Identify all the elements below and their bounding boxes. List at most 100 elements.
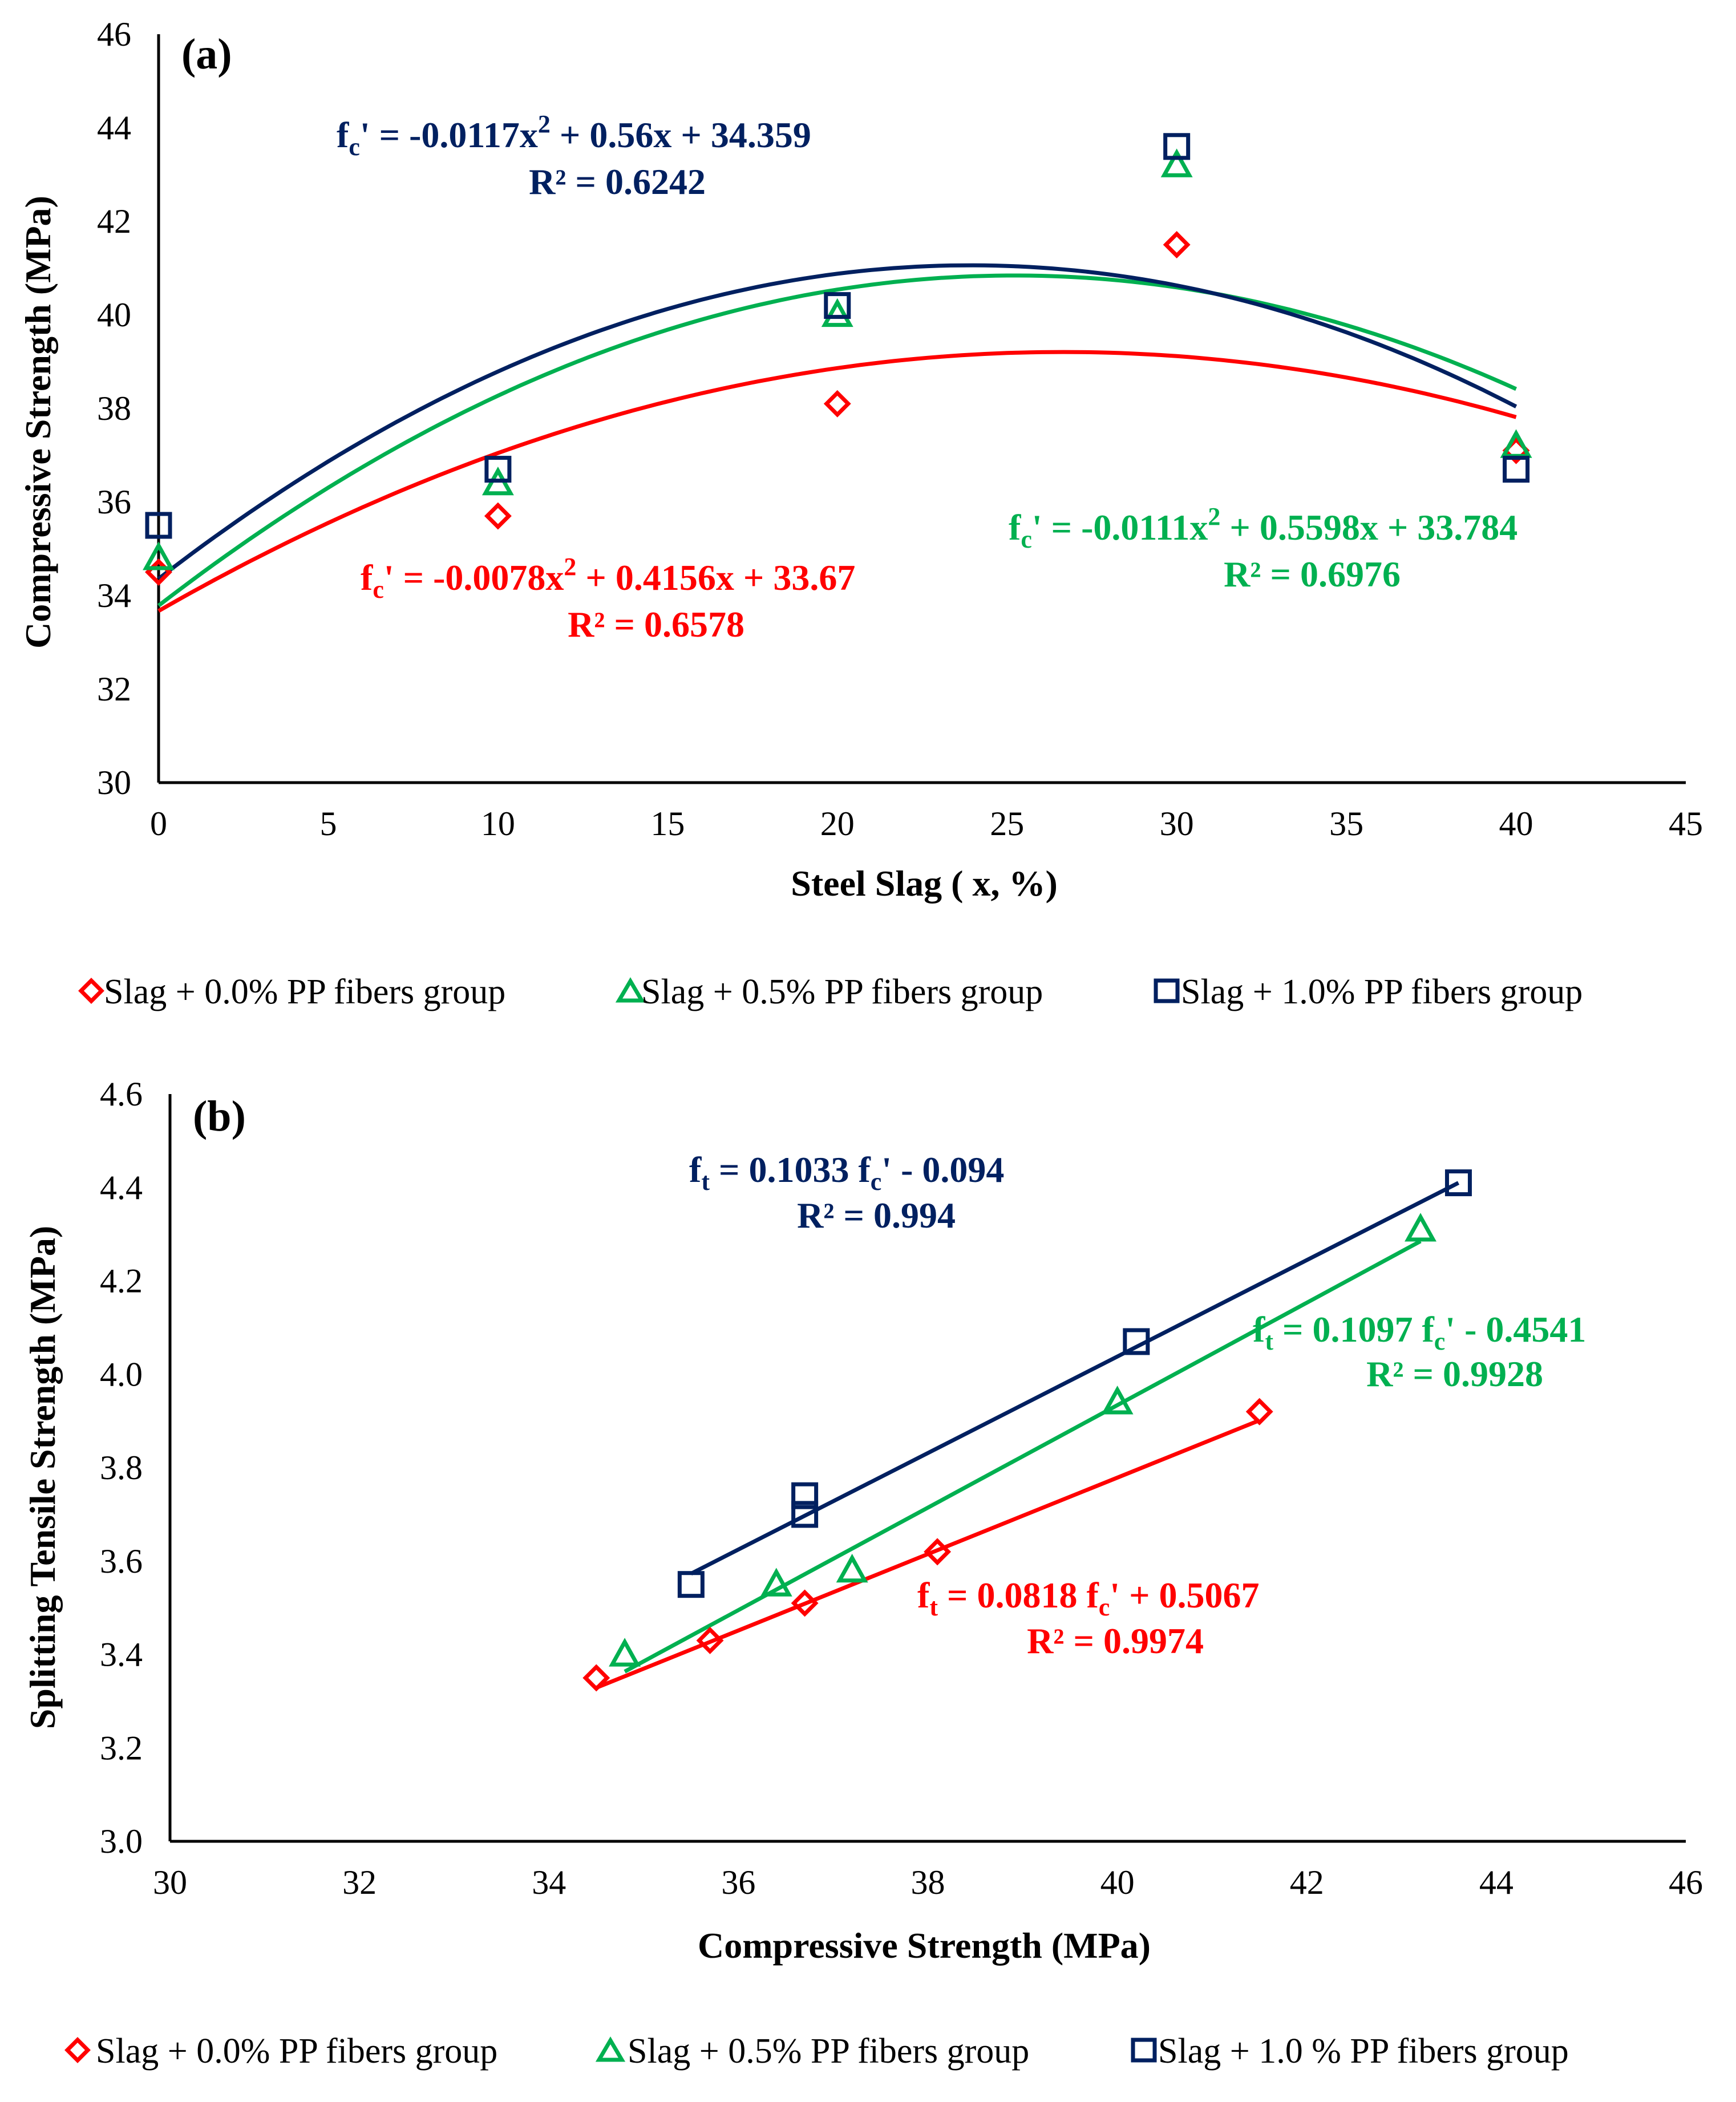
chart-a-trendline-2 [157, 263, 1518, 581]
legend-diamond-icon [64, 2037, 91, 2063]
svg-text:fc' = -0.0117x2 + 0.56x + 34.3: fc' = -0.0117x2 + 0.56x + 34.359 [337, 110, 811, 161]
chart-b-tick-labels: 30 32 34 36 38 40 42 44 46 3.0 3.2 3.4 3.6 3.8 4.0 4.2 4… [100, 1075, 1703, 1901]
chart-b-x-tick-label: 30 [153, 1864, 187, 1901]
chart-b-equation-navy: ft = 0.1033 fc' - 0.094 R² = 0.994 [689, 1149, 1004, 1236]
chart-b-point-s1-2 [836, 1553, 868, 1583]
chart-b-x-tick-label: 42 [1290, 1864, 1324, 1901]
chart-a-point-s0-2 [823, 390, 851, 418]
chart-a-eq-navy-sub: c [349, 133, 360, 161]
chart-a-point-s1-3 [1160, 148, 1193, 177]
chart-a-y-axis-title: Compressive Strength (MPa) [18, 196, 58, 649]
chart-a-point-s1-0 [143, 541, 175, 570]
chart-b-point-s1-0 [609, 1638, 641, 1667]
chart-a-trendlines [157, 263, 1518, 613]
chart-a-y-tick-label: 36 [97, 483, 131, 521]
chart-a-eq-navy-prefix: f [337, 115, 349, 155]
chart-b-point-s0-4 [1245, 1398, 1273, 1425]
chart-b-legend: Slag + 0.0% PP fibers group Slag + 0.5% … [64, 2032, 1569, 2071]
chart-a-point-s0-0 [145, 558, 172, 586]
legend-triangle-icon [595, 2036, 626, 2062]
chart-b-x-tick-label: 44 [1479, 1864, 1514, 1901]
chart-b-eq-green-mid: = 0.1097 f [1273, 1309, 1434, 1350]
chart-b-trendline-1 [624, 1239, 1422, 1674]
chart-b-r2-navy: R² = 0.994 [797, 1195, 956, 1236]
legend-triangle-icon [615, 977, 646, 1003]
chart-a-eq-green-b: + 0.5598x + 33.784 [1220, 507, 1518, 548]
chart-a-y-tick-label: 42 [97, 202, 131, 240]
chart-b-legend-item-0: Slag + 0.0% PP fibers group [64, 2032, 497, 2071]
chart-b-point-s2-2 [791, 1482, 819, 1509]
chart-a-y-tick-label: 46 [97, 15, 131, 53]
chart-a-legend-item-0: Slag + 0.0% PP fibers group [78, 973, 505, 1011]
svg-text:ft = 0.0818 fc' + 0.5067: ft = 0.0818 fc' + 0.5067 [917, 1575, 1260, 1621]
chart-a-legend-label-0: Slag + 0.0% PP fibers group [104, 973, 505, 1011]
chart-a-tick-labels: 0 5 10 15 20 25 30 35 40 45 30 32 34 36 38 40 42 44 46 [97, 15, 1703, 843]
chart-b-x-tick-label: 34 [532, 1864, 566, 1901]
chart-b-equation-green: ft = 0.1097 fc' - 0.4541 R² = 0.9928 [1253, 1309, 1586, 1394]
chart-a-x-tick-label: 40 [1499, 805, 1533, 843]
chart-b-x-tick-label: 40 [1100, 1864, 1135, 1901]
chart-a: (a) 0 5 10 15 20 25 30 35 40 45 30 32 34 36 38 40 42 44 46… [18, 15, 1703, 1011]
chart-a-y-tick-label: 38 [97, 390, 131, 427]
chart-a-legend-label-2: Slag + 1.0% PP fibers group [1181, 973, 1583, 1011]
chart-a-eq-red-sub: c [373, 576, 384, 604]
chart-b-eq-navy-tail: ' - 0.094 [881, 1149, 1004, 1190]
chart-b-legend-label-2: Slag + 1.0 % PP fibers group [1158, 2032, 1569, 2071]
chart-b-point-s0-0 [582, 1664, 610, 1692]
chart-b-point-s0-3 [924, 1538, 952, 1566]
chart-a-point-s2-4 [1503, 456, 1530, 483]
chart-b-eq-red-mid: = 0.0818 f [938, 1575, 1099, 1615]
chart-b-trendline-2 [690, 1181, 1460, 1576]
chart-a-eq-red-prefix: f [361, 557, 373, 598]
chart-a-equation-red: fc' = -0.0078x2 + 0.4156x + 33.67 R² = 0… [361, 553, 855, 645]
svg-text:fc' = -0.0078x2 + 0.4156x + 33: fc' = -0.0078x2 + 0.4156x + 33.67 [361, 553, 855, 604]
chart-b-point-s2-4 [1444, 1169, 1472, 1197]
chart-b-y-tick-label: 3.8 [100, 1449, 143, 1487]
chart-a-eq-navy-b: + 0.56x + 34.359 [551, 115, 811, 155]
chart-b-x-tick-label: 46 [1669, 1864, 1703, 1901]
chart-a-point-s0-3 [1163, 231, 1191, 258]
chart-a-trendline-0 [157, 350, 1517, 613]
chart-a-eq-red-a: -0.0078x [433, 557, 564, 598]
chart-b-eq-navy-sub: t [701, 1168, 710, 1196]
chart-a-r2-navy: R² = 0.6242 [529, 161, 706, 202]
chart-b-eq-red-sub2: c [1099, 1593, 1110, 1621]
chart-a-markers [143, 133, 1532, 586]
chart-a-point-s2-0 [145, 512, 172, 539]
chart-b-eq-navy-mid: = 0.1033 f [710, 1149, 871, 1190]
chart-a-eq-green-sub: c [1021, 525, 1032, 553]
chart-b-eq-green-sub: t [1265, 1327, 1273, 1355]
chart-a-point-s2-3 [1163, 133, 1191, 160]
chart-a-y-tick-label: 34 [97, 577, 131, 614]
chart-b-y-tick-label: 3.4 [100, 1636, 143, 1674]
chart-b-equation-red: ft = 0.0818 fc' + 0.5067 R² = 0.9974 [917, 1575, 1260, 1661]
chart-a-x-tick-label: 20 [820, 805, 855, 843]
chart-b-x-tick-label: 32 [342, 1864, 377, 1901]
chart-a-eq-navy-a: -0.0117x [409, 115, 538, 155]
chart-a-x-tick-label: 45 [1669, 805, 1703, 843]
chart-a-legend-item-2: Slag + 1.0% PP fibers group [1154, 973, 1583, 1011]
chart-b-point-s2-0 [677, 1571, 705, 1598]
chart-a-y-tick-label: 32 [97, 670, 131, 708]
chart-a-point-s0-1 [484, 502, 512, 530]
chart-a-x-tick-label: 5 [319, 805, 337, 843]
chart-b-x-axis-title: Compressive Strength (MPa) [698, 1925, 1151, 1966]
chart-a-equation-green: fc' = -0.0111x2 + 0.5598x + 33.784 R² = … [1009, 503, 1518, 594]
chart-b-legend-item-1: Slag + 0.5% PP fibers group [595, 2032, 1029, 2071]
chart-b-point-s2-1 [791, 1501, 819, 1528]
chart-a-legend: Slag + 0.0% PP fibers group Slag + 0.5% … [78, 973, 1583, 1011]
chart-b-x-tick-label: 38 [911, 1864, 945, 1901]
chart-a-point-s1-4 [1500, 429, 1532, 458]
chart-b-point-s1-3 [1101, 1386, 1134, 1415]
chart-a-x-tick-label: 25 [990, 805, 1024, 843]
chart-b-y-axis-title: Splitting Tensile Strength (MPa) [22, 1226, 63, 1729]
chart-b-legend-item-2: Slag + 1.0 % PP fibers group [1131, 2032, 1569, 2071]
chart-b-r2-green: R² = 0.9928 [1366, 1354, 1543, 1394]
chart-a-panel-label: (a) [181, 30, 232, 78]
chart-b-eq-green-tail: ' - 0.4541 [1445, 1309, 1586, 1350]
chart-a-point-s1-2 [821, 298, 853, 327]
chart-b-eq-green-sub2: c [1434, 1327, 1446, 1355]
svg-text:fc' = -0.0111x2 + 0.5598x + 33: fc' = -0.0111x2 + 0.5598x + 33.784 [1009, 503, 1518, 553]
chart-a-eq-navy-sup: 2 [538, 110, 551, 138]
